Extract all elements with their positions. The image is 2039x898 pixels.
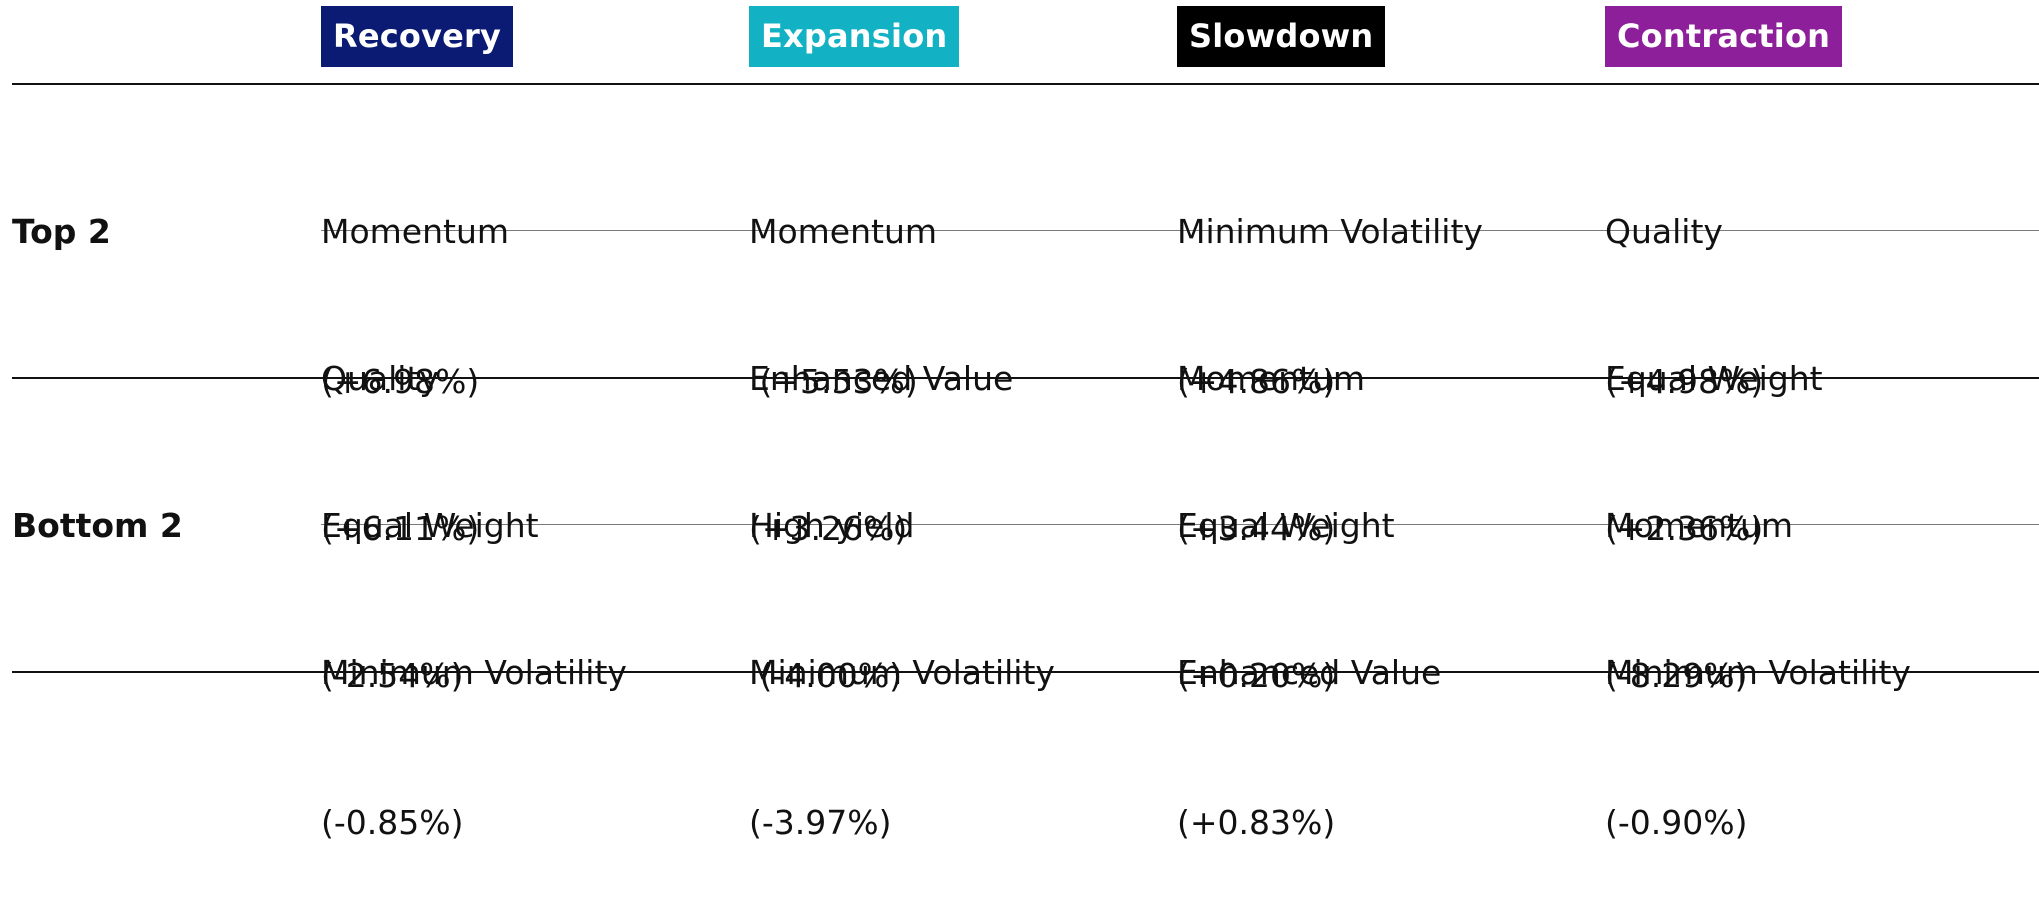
cell-value: (+6.11%): [321, 509, 480, 548]
cell-value: (-0.85%): [321, 803, 464, 842]
cell-factor: Momentum: [1177, 359, 1366, 398]
table-cell: Minimum Volatility (-0.90%): [1605, 548, 1911, 898]
table-cell: Enhanced Value (+0.83%): [1177, 548, 1441, 898]
cell-factor: Equal Weight: [1605, 359, 1823, 398]
table-cell: Quality (+4.98%): [1605, 107, 1763, 457]
table-cell: Momentum (+6.98%): [321, 107, 509, 457]
column-header-recovery: Recovery: [321, 6, 514, 67]
top-group-divider: [321, 230, 2039, 231]
cell-factor: Minimum Volatility: [1177, 212, 1483, 251]
cell-factor: Minimum Volatility: [1605, 653, 1911, 692]
cell-value: (+5.53%): [749, 362, 918, 401]
column-header-slowdown: Slowdown: [1177, 6, 1386, 67]
table-cell: Momentum (+3.44%): [1177, 254, 1365, 604]
table-cell: Minimum Volatility (-3.97%): [749, 548, 1055, 898]
table-cell: Equal Weight (-2.54%): [321, 401, 539, 751]
cell-value: (+3.26%): [749, 509, 908, 548]
cell-factor: Minimum Volatility: [321, 653, 627, 692]
table-cell: Enhanced Value (+3.26%): [749, 254, 1013, 604]
cell-value: (+0.83%): [1177, 803, 1336, 842]
top-rule: [12, 83, 2039, 85]
cell-value: (+2.36%): [1605, 509, 1764, 548]
cell-factor: Momentum: [321, 212, 510, 251]
cell-value: (-0.90%): [1605, 803, 1748, 842]
cell-factor: Minimum Volatility: [749, 653, 1055, 692]
cell-factor: Enhanced Value: [1177, 653, 1442, 692]
cell-factor: Quality: [1605, 212, 1723, 251]
cell-value: (-3.97%): [749, 803, 892, 842]
column-header-expansion: Expansion: [749, 6, 960, 67]
cell-value: (+3.44%): [1177, 509, 1336, 548]
cell-factor: Momentum: [1605, 506, 1794, 545]
cell-factor: Equal Weight: [321, 506, 539, 545]
cell-factor: High yield: [749, 506, 915, 545]
bottom-group-divider: [321, 524, 2039, 525]
table-cell: Momentum (-8.29%): [1605, 401, 1793, 751]
row-label-bottom-2: Bottom 2: [12, 506, 183, 545]
column-header-contraction: Contraction: [1605, 6, 1843, 67]
table-cell: Quality (+6.11%): [321, 254, 479, 604]
bottom-rule: [12, 671, 2039, 673]
table-cell: Minimum Volatility (-0.85%): [321, 548, 627, 898]
cell-value: (+4.86%): [1177, 362, 1336, 401]
table-cell: Momentum (+5.53%): [749, 107, 937, 457]
middle-rule: [12, 377, 2039, 379]
row-label-top-2: Top 2: [12, 212, 111, 251]
cell-value: (+6.98%): [321, 362, 480, 401]
cell-factor: Quality: [321, 359, 439, 398]
cell-factor: Enhanced Value: [749, 359, 1014, 398]
cell-factor: Equal Weight: [1177, 506, 1395, 545]
cell-value: (+4.98%): [1605, 362, 1764, 401]
table-cell: Minimum Volatility (+4.86%): [1177, 107, 1483, 457]
table-cell: High yield (-4.00%): [749, 401, 914, 751]
table-cell: Equal Weight (+2.36%): [1605, 254, 1823, 604]
cell-factor: Momentum: [749, 212, 938, 251]
